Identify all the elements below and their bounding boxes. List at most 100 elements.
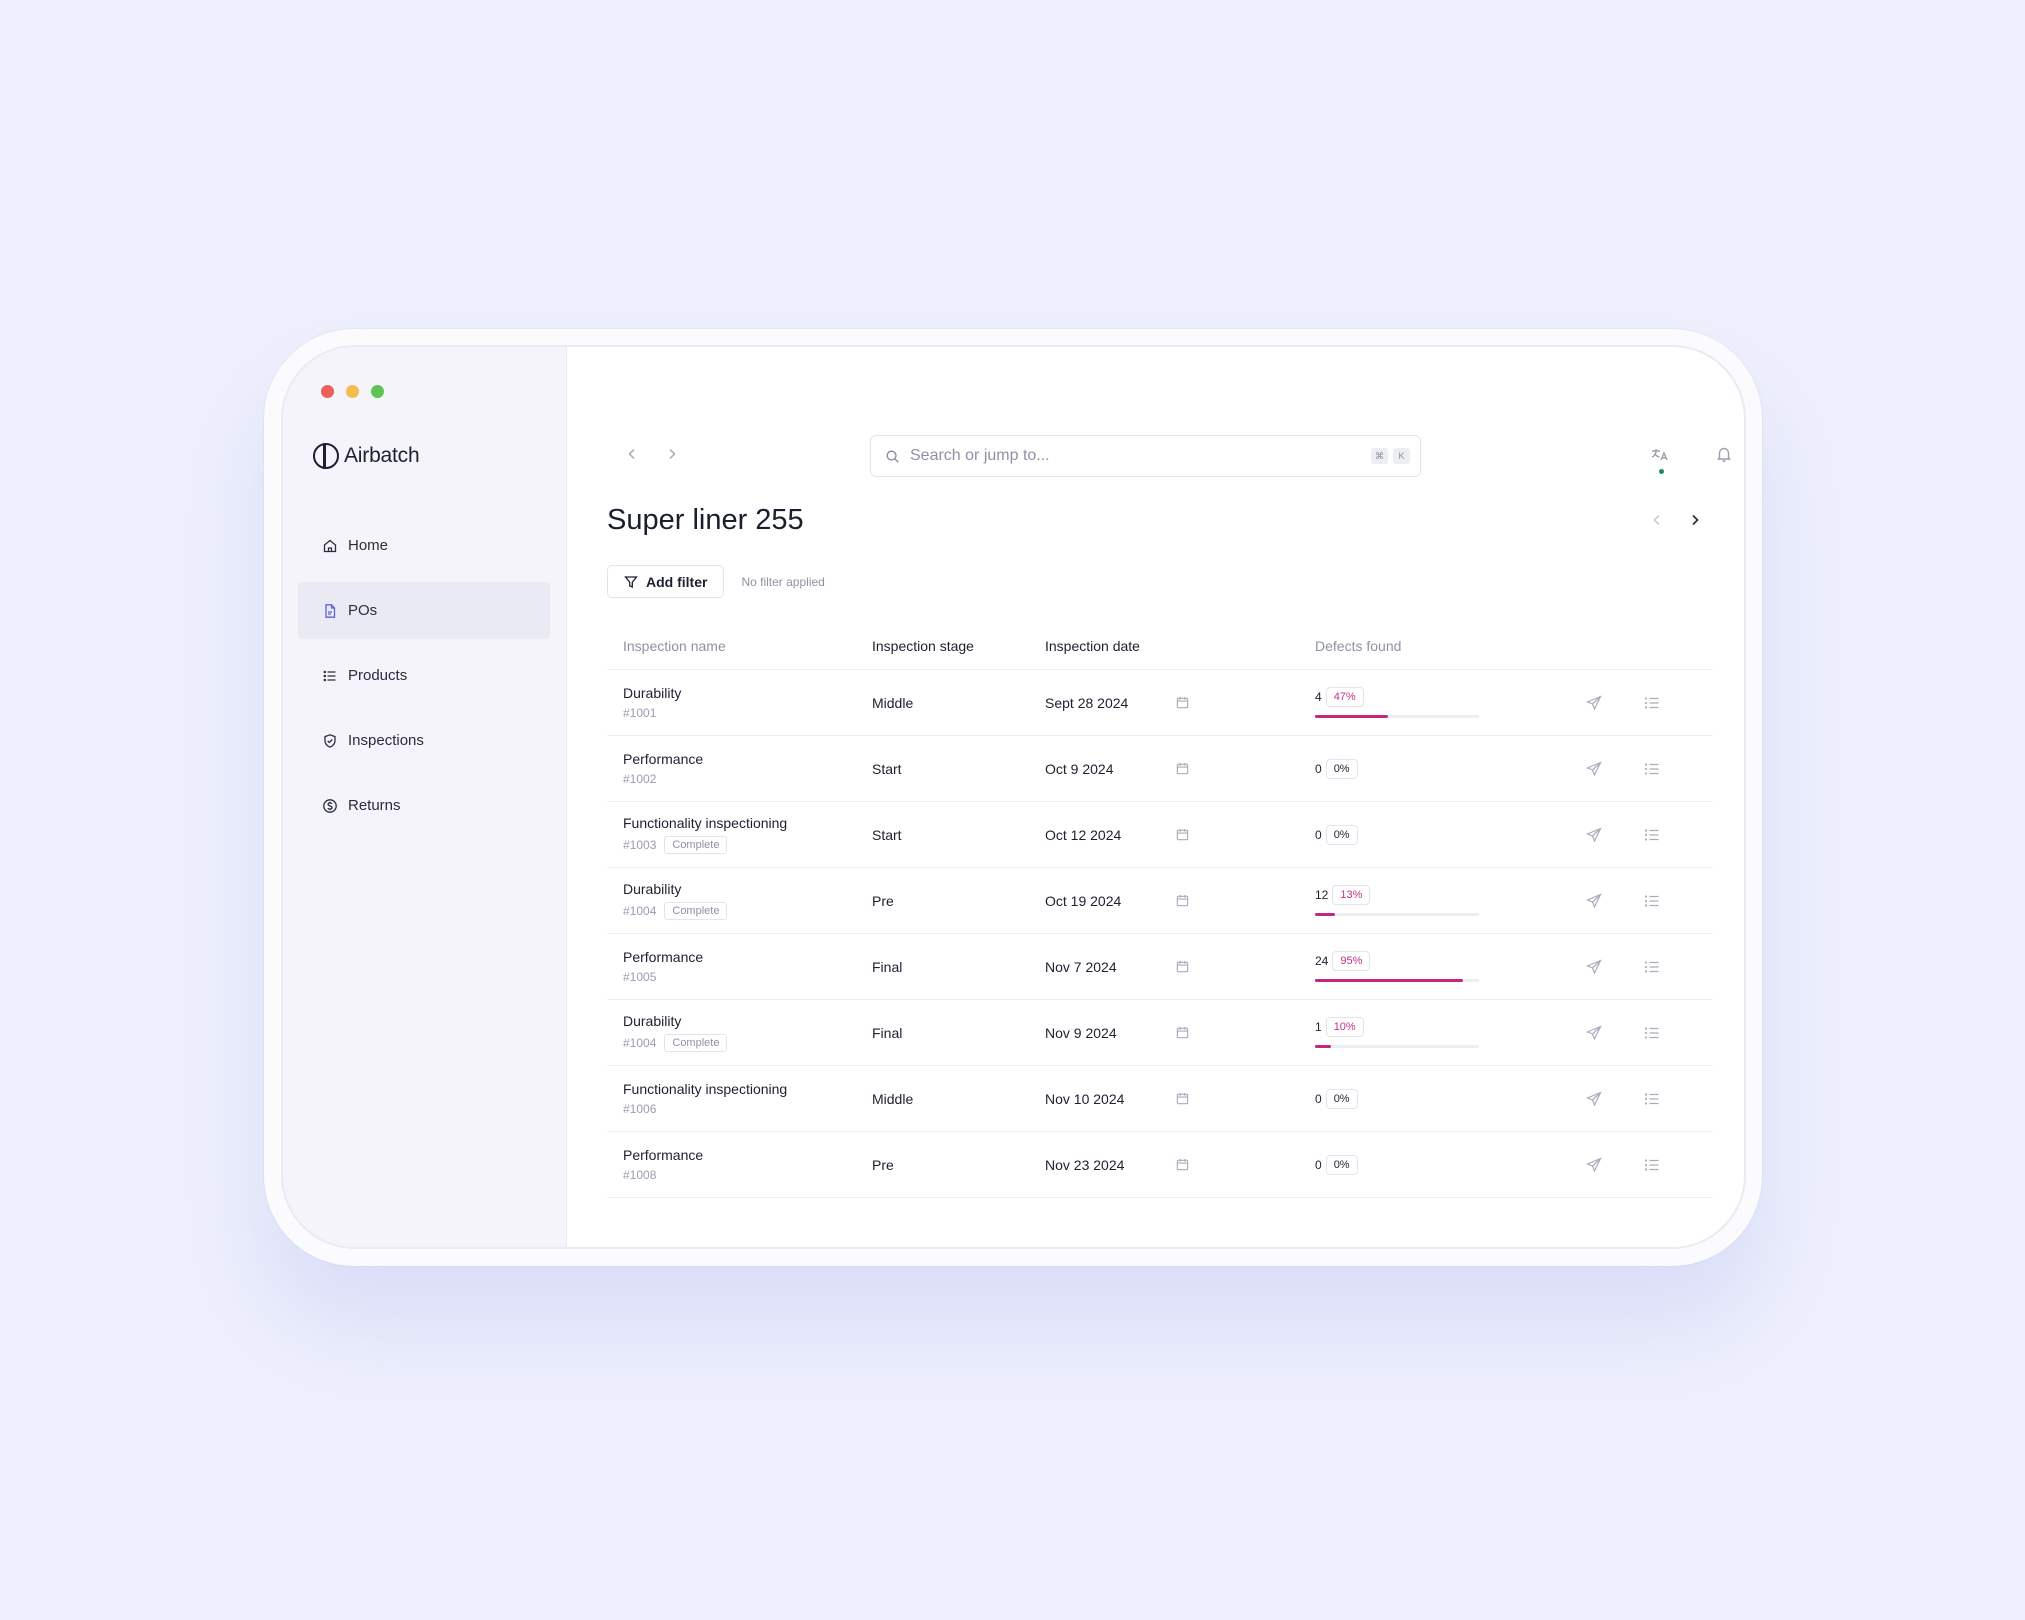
send-icon[interactable] xyxy=(1585,760,1603,778)
calendar-icon[interactable] xyxy=(1175,959,1190,974)
calendar-icon[interactable] xyxy=(1175,695,1190,710)
inspection-date: Nov 9 2024 xyxy=(1045,1024,1117,1041)
minimize-window-dot[interactable] xyxy=(346,385,359,398)
inspection-stage: Middle xyxy=(872,694,914,711)
chevron-right-icon xyxy=(669,448,676,460)
inspection-date: Oct 9 2024 xyxy=(1045,760,1114,777)
list-details-icon[interactable] xyxy=(1643,1024,1661,1042)
inspection-code: #1003 xyxy=(623,838,657,852)
defects-cell: 1 10% xyxy=(1315,1017,1545,1048)
defects-progress-fill xyxy=(1315,979,1463,982)
list-details-icon[interactable] xyxy=(1643,1090,1661,1108)
inspection-date: Oct 12 2024 xyxy=(1045,826,1122,843)
send-icon[interactable] xyxy=(1585,694,1603,712)
header-inspection-stage[interactable]: Inspection stage xyxy=(872,637,974,654)
back-button[interactable] xyxy=(623,445,641,463)
search-bar[interactable]: ⌘ K xyxy=(870,435,1421,477)
send-icon[interactable] xyxy=(1585,1090,1603,1108)
defects-count: 0 xyxy=(1315,1091,1322,1106)
calendar-icon[interactable] xyxy=(1175,1091,1190,1106)
sidebar-item-label: Returns xyxy=(348,797,401,814)
table-row[interactable]: Functionality inspectioning #1003 Comple… xyxy=(607,802,1713,868)
inspection-date-cell: Nov 10 2024 xyxy=(1045,1091,1315,1107)
defects-percent: 0% xyxy=(1325,824,1358,845)
sidebar-item-returns[interactable]: Returns xyxy=(298,777,550,834)
calendar-icon[interactable] xyxy=(1175,1025,1190,1040)
defects-progress-bar xyxy=(1315,715,1479,718)
inspections-table: Inspection name Inspection stage Inspect… xyxy=(607,622,1713,1198)
inspection-name: Durability xyxy=(623,881,682,897)
send-icon[interactable] xyxy=(1585,1156,1603,1174)
inspection-stage: Pre xyxy=(872,1156,894,1173)
sidebar-item-home[interactable]: Home xyxy=(298,517,550,574)
table-row[interactable]: Durability #1001 Middle Sept 28 2024 4 4… xyxy=(607,670,1713,736)
forward-button[interactable] xyxy=(663,445,681,463)
send-icon[interactable] xyxy=(1585,1024,1603,1042)
inspection-stage: Final xyxy=(872,1024,903,1041)
list-details-icon[interactable] xyxy=(1643,694,1661,712)
list-details-icon[interactable] xyxy=(1643,760,1661,778)
header-inspection-date[interactable]: Inspection date xyxy=(1045,637,1140,654)
inspection-date-cell: Nov 9 2024 xyxy=(1045,1025,1315,1041)
inspection-stage: Start xyxy=(872,760,902,777)
table-row[interactable]: Durability #1004 Complete Final Nov 9 20… xyxy=(607,1000,1713,1066)
defects-progress-fill xyxy=(1315,913,1336,916)
table-row[interactable]: Functionality inspectioning #1006 Middle… xyxy=(607,1066,1713,1132)
calendar-icon[interactable] xyxy=(1175,761,1190,776)
defects-cell: 4 47% xyxy=(1315,687,1545,718)
notifications-button[interactable] xyxy=(1713,443,1735,465)
defects-cell: 12 13% xyxy=(1315,885,1545,916)
app-window: Airbatch Home POs Products Inspections R… xyxy=(281,345,1746,1249)
send-icon[interactable] xyxy=(1585,826,1603,844)
calendar-icon[interactable] xyxy=(1175,1157,1190,1172)
close-window-dot[interactable] xyxy=(321,385,334,398)
previous-record-button[interactable] xyxy=(1648,511,1666,529)
calendar-icon[interactable] xyxy=(1175,827,1190,842)
search-shortcut: ⌘ K xyxy=(1371,448,1410,464)
calendar-icon[interactable] xyxy=(1175,893,1190,908)
inspection-meta: #1004 Complete xyxy=(623,902,872,920)
status-badge: Complete xyxy=(664,902,728,920)
list-details-icon[interactable] xyxy=(1643,892,1661,910)
defects-cell: 0 0% xyxy=(1315,1154,1545,1175)
inspection-name: Performance xyxy=(623,751,704,767)
table-row[interactable]: Durability #1004 Complete Pre Oct 19 202… xyxy=(607,868,1713,934)
defects-progress-bar xyxy=(1315,913,1479,916)
header-inspection-name[interactable]: Inspection name xyxy=(623,637,726,654)
header-defects-found[interactable]: Defects found xyxy=(1315,637,1402,654)
send-icon[interactable] xyxy=(1585,958,1603,976)
inspection-name-cell: Functionality inspectioning #1006 xyxy=(607,1081,872,1116)
defects-progress-bar xyxy=(1315,1045,1479,1048)
sidebar-item-inspections[interactable]: Inspections xyxy=(298,712,550,769)
maximize-window-dot[interactable] xyxy=(371,385,384,398)
sidebar-item-pos[interactable]: POs xyxy=(298,582,550,639)
app-logo[interactable]: Airbatch xyxy=(313,443,420,469)
chevron-right-icon xyxy=(1692,514,1699,526)
main-content: ⌘ K Super liner 255 Add f xyxy=(567,347,1744,1247)
defects-count: 4 xyxy=(1315,690,1322,704)
row-actions xyxy=(1545,892,1713,910)
add-filter-button[interactable]: Add filter xyxy=(607,565,725,598)
search-input[interactable] xyxy=(910,447,1371,465)
defects-cell: 0 0% xyxy=(1315,758,1545,779)
next-record-button[interactable] xyxy=(1686,511,1704,529)
inspection-meta: #1006 xyxy=(623,1102,872,1116)
inspection-date-cell: Oct 12 2024 xyxy=(1045,827,1315,843)
sidebar-item-products[interactable]: Products xyxy=(298,647,550,704)
list-details-icon[interactable] xyxy=(1643,826,1661,844)
history-navigation xyxy=(623,445,681,463)
translate-button[interactable] xyxy=(1649,443,1671,465)
row-actions xyxy=(1545,826,1713,844)
table-row[interactable]: Performance #1008 Pre Nov 23 2024 0 0% xyxy=(607,1132,1713,1198)
list-details-icon[interactable] xyxy=(1643,1156,1661,1174)
table-row[interactable]: Performance #1005 Final Nov 7 2024 24 95… xyxy=(607,934,1713,1000)
translate-icon xyxy=(1651,449,1668,461)
inspection-date-cell: Sept 28 2024 xyxy=(1045,695,1315,711)
list-details-icon[interactable] xyxy=(1643,958,1661,976)
defects-percent: 0% xyxy=(1325,1088,1358,1109)
defects-percent: 13% xyxy=(1332,885,1371,905)
inspection-meta: #1004 Complete xyxy=(623,1034,872,1052)
send-icon[interactable] xyxy=(1585,892,1603,910)
table-row[interactable]: Performance #1002 Start Oct 9 2024 0 0% xyxy=(607,736,1713,802)
inspection-name: Performance xyxy=(623,1147,704,1163)
